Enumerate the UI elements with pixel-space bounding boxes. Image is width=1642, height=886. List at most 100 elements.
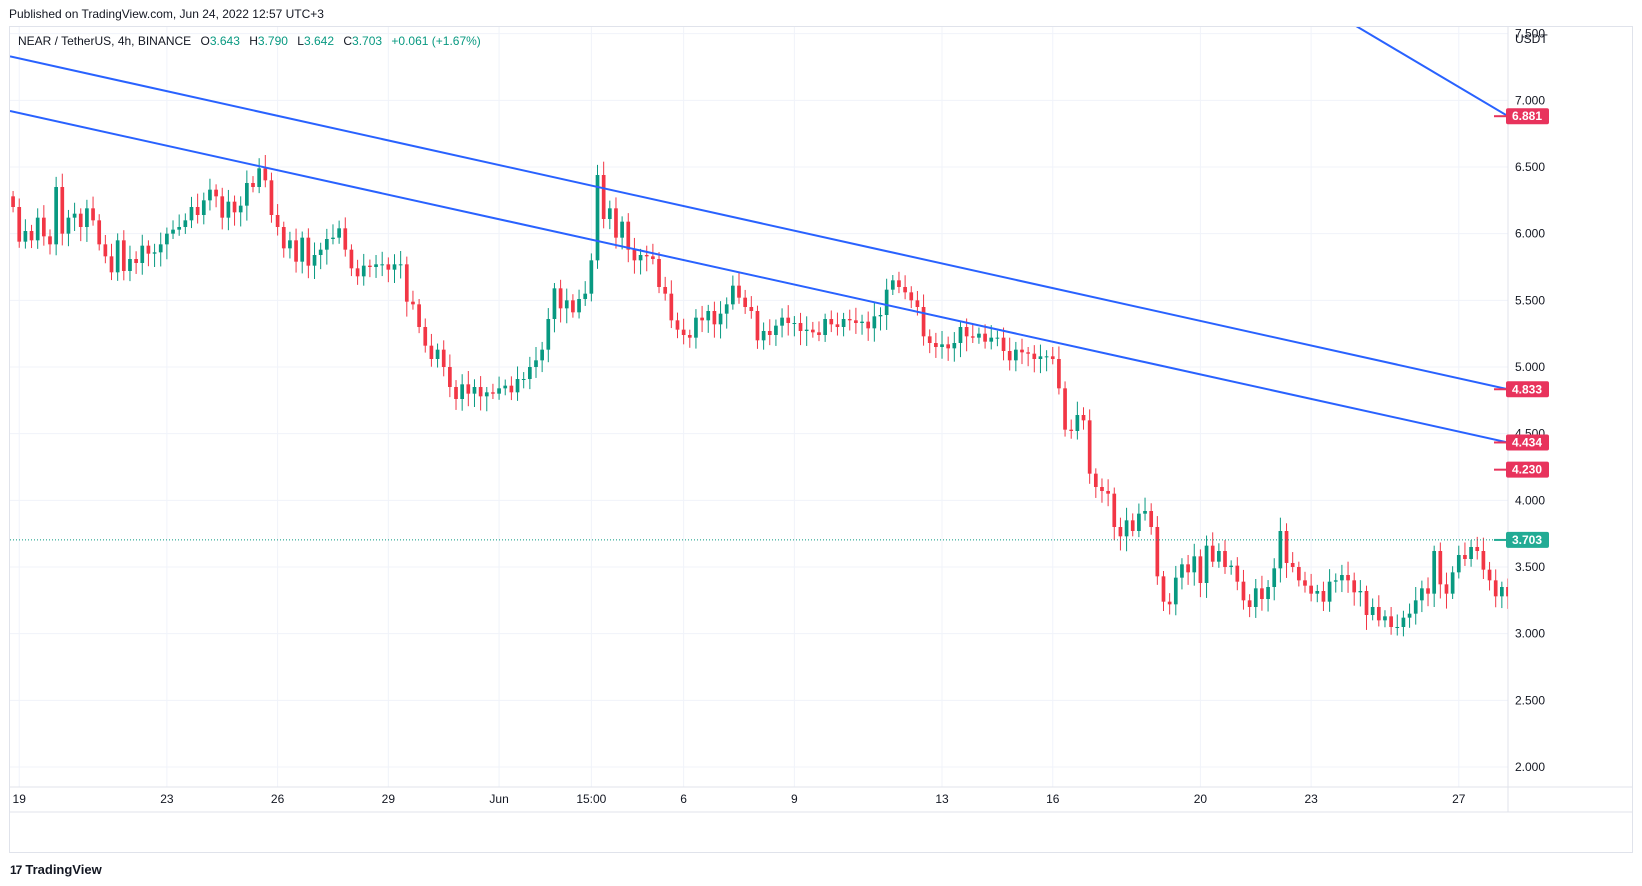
candle <box>140 234 145 275</box>
candle-body <box>780 317 784 326</box>
candle-body <box>786 317 791 323</box>
candle <box>1500 581 1504 609</box>
price-tag-box <box>1506 381 1549 398</box>
candle <box>1057 346 1061 395</box>
candle-body <box>1198 556 1203 583</box>
candle-body <box>1100 487 1104 491</box>
time-axis: 19 23 26 29 Jun 15:00 6 9 13 16 20 23 27 <box>13 792 1466 806</box>
candle-body <box>558 288 563 309</box>
candle <box>343 217 348 257</box>
candle-body <box>1518 594 1522 595</box>
time-tick-label: 20 <box>1194 792 1208 806</box>
candle-body <box>312 255 317 266</box>
candle <box>1167 593 1172 615</box>
candle <box>417 299 421 334</box>
candle-body <box>466 384 471 394</box>
candle <box>792 316 797 337</box>
candle-body <box>1063 388 1067 430</box>
candle-body <box>245 183 249 206</box>
candle-body <box>41 217 46 237</box>
candle <box>91 196 95 226</box>
candle-body <box>940 344 944 347</box>
price-tag-box <box>1506 108 1549 125</box>
candle <box>1235 557 1240 591</box>
candle <box>1395 614 1400 636</box>
trendlines <box>10 27 1508 444</box>
candle <box>737 272 741 304</box>
candle <box>675 312 680 339</box>
time-tick-label: Jun <box>489 792 508 806</box>
candle-body <box>152 252 157 254</box>
candle <box>743 289 748 314</box>
candle <box>35 208 40 249</box>
candle-body <box>521 379 526 380</box>
candle <box>847 309 852 331</box>
symbol-title[interactable]: NEAR / TetherUS, 4h, BINANCE <box>18 34 192 48</box>
candle-body <box>349 249 354 269</box>
candle <box>460 374 465 411</box>
candle-body <box>626 221 631 250</box>
candle-body <box>54 187 58 245</box>
candle <box>1401 610 1406 637</box>
candle-body <box>257 168 261 187</box>
candle <box>41 205 46 246</box>
candle <box>146 240 151 267</box>
candle <box>946 336 951 361</box>
candle-body <box>60 187 65 234</box>
candle-body <box>1296 567 1301 581</box>
price-tag: 6.881 <box>1494 108 1549 125</box>
candle <box>386 257 391 283</box>
candle-body <box>220 196 225 218</box>
candle <box>804 316 809 346</box>
candle-body <box>860 321 864 323</box>
candle <box>368 259 372 278</box>
candle-body <box>1450 572 1455 594</box>
candle <box>97 214 102 251</box>
candle <box>1013 341 1018 372</box>
candle-body <box>995 337 1000 339</box>
candle-body <box>1537 576 1541 580</box>
candle <box>583 281 588 306</box>
price-tags: 4.833 4.434 4.230 6.881 3.703 <box>1494 108 1549 548</box>
candle <box>644 245 649 272</box>
candle <box>245 170 249 221</box>
candle-body <box>878 315 883 317</box>
candle <box>1506 578 1508 609</box>
tradingview-footer[interactable]: 17 TradingView <box>10 862 102 877</box>
candle-body <box>1167 601 1172 605</box>
candle <box>466 371 471 407</box>
candle-body <box>1032 353 1037 359</box>
candle <box>324 228 329 265</box>
candle-body <box>1364 591 1369 615</box>
candle-body <box>411 301 415 305</box>
price-tick-label: 2.500 <box>1515 693 1545 707</box>
candle-body <box>921 307 926 337</box>
candle-body <box>1038 356 1043 359</box>
candle <box>171 220 175 239</box>
candle-body <box>429 345 434 359</box>
candle <box>1321 581 1326 611</box>
candle-body <box>195 207 200 215</box>
candle-body <box>355 268 360 277</box>
candle-body <box>823 319 827 335</box>
close-value: 3.703 <box>352 34 383 48</box>
candle <box>1130 513 1135 537</box>
candle-body <box>1204 545 1209 583</box>
price-tick-label: 5.500 <box>1515 293 1545 307</box>
candle-body <box>177 227 182 230</box>
candle-body <box>441 349 446 367</box>
candle <box>1444 572 1449 609</box>
candle <box>589 253 594 302</box>
time-tick-label: 9 <box>791 792 798 806</box>
candle <box>706 304 711 333</box>
candle-body <box>1426 588 1430 594</box>
candle <box>515 366 520 401</box>
candle-body <box>78 213 83 227</box>
candle-body <box>1161 576 1166 602</box>
candle-body <box>854 320 858 323</box>
candle <box>109 243 114 281</box>
price-tick-label: 4.000 <box>1515 493 1545 507</box>
candle-body <box>392 264 397 270</box>
candle <box>361 253 366 286</box>
